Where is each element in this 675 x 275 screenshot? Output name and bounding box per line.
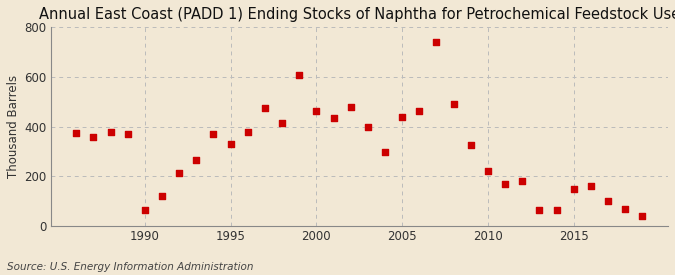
Point bbox=[157, 194, 167, 199]
Point bbox=[173, 170, 184, 175]
Y-axis label: Thousand Barrels: Thousand Barrels bbox=[7, 75, 20, 178]
Point bbox=[88, 135, 99, 139]
Point bbox=[397, 115, 408, 119]
Point bbox=[242, 130, 253, 134]
Title: Annual East Coast (PADD 1) Ending Stocks of Naphtha for Petrochemical Feedstock : Annual East Coast (PADD 1) Ending Stocks… bbox=[38, 7, 675, 22]
Point bbox=[379, 149, 390, 154]
Point bbox=[534, 208, 545, 212]
Point bbox=[311, 108, 322, 113]
Point bbox=[500, 182, 510, 186]
Point bbox=[140, 208, 151, 212]
Point bbox=[517, 179, 528, 184]
Point bbox=[551, 208, 562, 212]
Point bbox=[431, 40, 442, 44]
Point bbox=[362, 125, 373, 129]
Point bbox=[603, 199, 614, 204]
Point bbox=[346, 104, 356, 109]
Point bbox=[191, 158, 202, 163]
Point bbox=[277, 121, 288, 125]
Point bbox=[483, 169, 493, 174]
Point bbox=[637, 214, 648, 218]
Point bbox=[328, 116, 339, 120]
Point bbox=[208, 132, 219, 136]
Point bbox=[465, 143, 476, 148]
Point bbox=[260, 106, 271, 110]
Point bbox=[448, 102, 459, 106]
Point bbox=[585, 184, 596, 189]
Point bbox=[225, 142, 236, 146]
Point bbox=[294, 72, 304, 77]
Text: Source: U.S. Energy Information Administration: Source: U.S. Energy Information Administ… bbox=[7, 262, 253, 272]
Point bbox=[71, 131, 82, 135]
Point bbox=[568, 187, 579, 191]
Point bbox=[620, 207, 630, 211]
Point bbox=[105, 130, 116, 134]
Point bbox=[414, 108, 425, 113]
Point bbox=[122, 132, 133, 136]
